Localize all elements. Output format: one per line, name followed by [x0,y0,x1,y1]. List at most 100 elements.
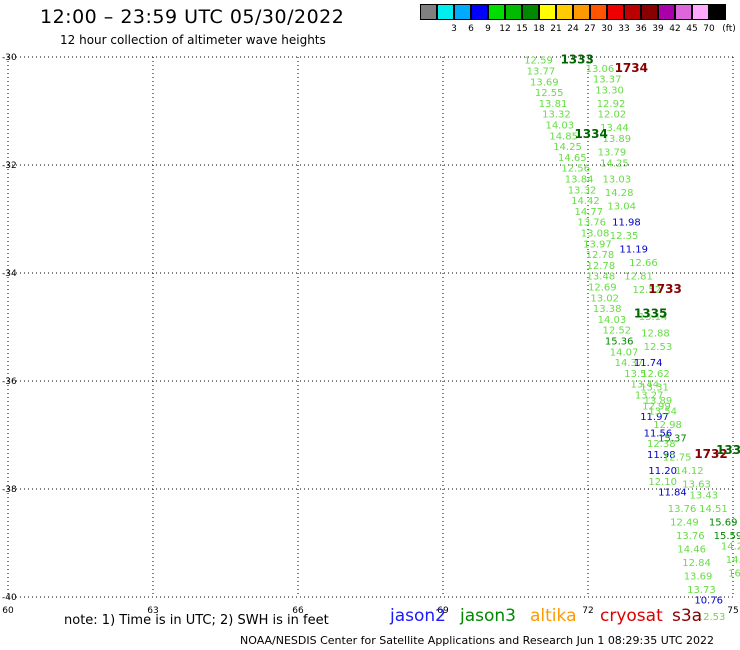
legend-label: 27 [584,24,596,34]
wave-height-label: 15.69 [709,517,738,528]
wave-height-label: 14.42 [571,196,600,207]
wave-height-label: 13.32 [568,185,597,196]
legend-label: 42 [669,24,681,34]
legend-swatch [420,4,437,20]
mission-jason3: jason3 [460,606,516,626]
wave-height-label: 13.30 [595,85,624,96]
legend-label: 3 [451,24,457,34]
wave-height-label: 13.79 [598,148,627,159]
wave-height-label: 14.37 [615,358,644,369]
wave-height-label: 13.76 [668,504,697,515]
satellite-tracks: 12.5913.7713.6912.5513.8113.3214.0314.85… [524,53,740,623]
legend-swatch [692,4,709,20]
wave-height-label: 13.32 [542,110,571,121]
wave-height-label: 11.74 [634,358,663,369]
wave-height-label: 13.03 [603,175,632,186]
wave-height-label: 13.44 [600,123,629,134]
wave-height-label: 14.12 [675,466,704,477]
wave-height-label: 12.99 [642,401,671,412]
wave-height-label: 14.28 [605,188,634,199]
legend-swatch [522,4,539,20]
wave-height-label: 12.10 [648,477,677,488]
pass-time-label: 1733 [648,282,681,296]
wave-height-label: 11.97 [640,412,669,423]
wave-height-label: 11.98 [612,218,641,229]
wave-height-label: 11.98 [647,450,676,461]
lat-tick-label: -36 [2,377,17,387]
wave-height-label: 13.69 [684,571,713,582]
wave-height-label: 13.04 [607,202,636,213]
lat-tick-label: -30 [2,53,17,63]
axis-ticks: -30 -32 -34 -36 -38 -40 60 63 66 69 72 75 [2,53,739,616]
pass-time-label: 1732 [694,447,727,461]
wave-height-label: 13.76 [577,218,606,229]
footer-note: note: 1) Time is in UTC; 2) SWH is in fe… [64,613,329,628]
legend-swatch [709,4,726,20]
legend-swatch [556,4,573,20]
legend-label: 6 [468,24,474,34]
wave-height-label: 12.59 [524,56,553,67]
wave-height-label: 13.31 [640,382,669,393]
legend-swatch [539,4,556,20]
map-title: 12:00 – 23:59 UTC 05/30/2022 [40,6,345,28]
legend-label: 33 [618,24,630,34]
wave-height-label: 13.54 [648,407,677,418]
wave-height-label: 12.52 [603,326,632,337]
wave-height-label: 12.52 [632,285,661,296]
mission-s3a: s3a [672,606,703,626]
lon-tick-label: 69 [437,606,449,616]
legend-label: 15 [516,24,528,34]
lat-tick-label: -32 [2,161,17,171]
legend-swatch [607,4,624,20]
legend-swatch [641,4,658,20]
legend-label: 70 [703,24,715,34]
wave-height-label: 14.77 [574,207,603,218]
wave-height-label: 11.20 [648,466,677,477]
pass-time-label: 1336 [716,443,740,457]
map-subtitle: 12 hour collection of altimeter wave hei… [60,33,326,47]
wave-height-label: 13.08 [581,229,610,240]
wave-height-label: 13.06 [586,64,615,75]
wave-height-label: 12.66 [629,258,658,269]
legend-swatch [454,4,471,20]
wave-height-label: 14.2 [721,542,740,553]
wave-height-label: 13.84 [565,175,594,186]
wave-height-label: 13.48 [587,272,616,283]
mission-jason2: jason2 [390,606,446,626]
wave-height-label: 14.46 [677,544,706,555]
wave-height-label: 14.51 [699,504,728,515]
wave-height-label: 14.03 [545,121,574,132]
wave-height-label: 12.53 [644,342,673,353]
credit-line: NOAA/NESDIS Center for Satellite Applica… [240,634,715,647]
wave-height-label: 12.02 [598,110,627,121]
wave-height-label: 14.25 [600,158,629,169]
wave-height-label: 12.38 [647,439,676,450]
legend-swatch [590,4,607,20]
legend-label: 39 [652,24,664,34]
legend-label: 21 [550,24,562,34]
wave-height-label: 12.69 [588,283,617,294]
wave-height-label: 12.53 [697,612,726,623]
legend-label: 12 [499,24,511,34]
legend-label: 9 [485,24,491,34]
wave-height-label: 13.89 [644,396,673,407]
legend-swatch [488,4,505,20]
wave-height-label: 16 [728,569,740,580]
wave-height-label: 14.65 [558,153,587,164]
wave-height-label: 12.49 [670,517,699,528]
wave-height-label: 13.69 [530,77,559,88]
wave-height-label: 12.56 [561,164,590,175]
wave-height-label: 12.35 [610,231,639,242]
wave-height-label: 11.19 [619,245,648,256]
lat-tick-label: -34 [2,269,17,279]
legend-swatch [573,4,590,20]
wave-height-label: 14.85 [549,131,578,142]
wave-height-label: 13.38 [593,304,622,315]
lon-tick-label: 72 [582,606,593,616]
wave-height-label: 12.78 [586,250,615,261]
wave-height-label: 13.5 [624,369,646,380]
legend-unit: (ft) [722,24,736,34]
lat-tick-label: -38 [2,485,17,495]
